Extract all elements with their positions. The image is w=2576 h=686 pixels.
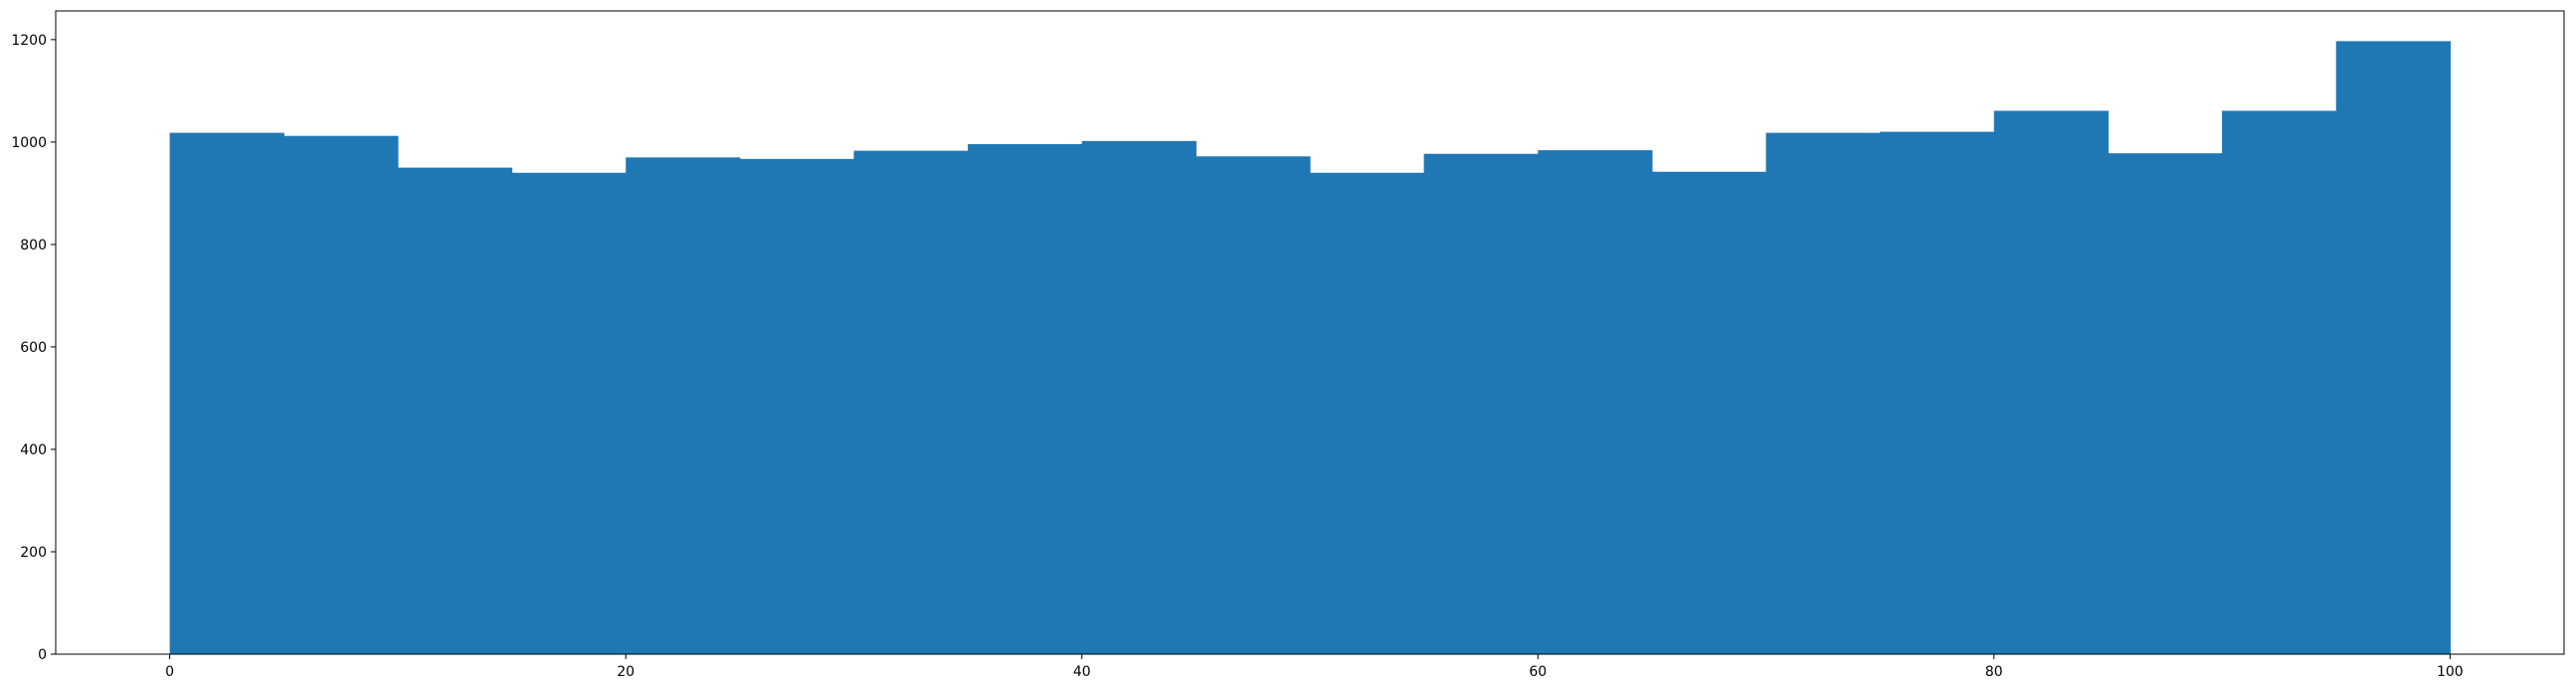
x-tick-label: 60 (1529, 664, 1547, 680)
x-tick-label: 100 (2437, 664, 2464, 680)
y-tick-label: 1000 (11, 135, 47, 151)
histogram-bar (739, 158, 855, 654)
y-tick-label: 800 (20, 238, 47, 254)
x-tick-label: 40 (1073, 664, 1091, 680)
histogram-bar (626, 157, 741, 655)
histogram-bar (169, 132, 284, 654)
histogram-bar (1765, 132, 1881, 654)
histogram-bar (1651, 171, 1767, 654)
x-tick-label: 20 (617, 664, 635, 680)
bars-layer (169, 41, 2451, 655)
histogram-bar (2335, 41, 2451, 654)
histogram-bar (1538, 150, 1653, 654)
histogram-bar (1880, 131, 1995, 654)
histogram-bar (2108, 153, 2223, 654)
y-tick-label: 400 (20, 442, 47, 458)
plot-frame (55, 10, 2565, 655)
histogram-bar (1196, 156, 1311, 654)
histogram-bar (968, 143, 1083, 655)
y-tick-label: 200 (20, 545, 47, 561)
x-tick-label: 80 (1985, 664, 2003, 680)
histogram-bar (1423, 153, 1539, 655)
y-tick-label: 0 (38, 647, 47, 663)
histogram-bar (1310, 172, 1425, 654)
histogram-bar (2222, 110, 2337, 655)
histogram-bar (1081, 140, 1196, 655)
histogram-bar (283, 135, 399, 654)
histogram-bar (853, 150, 969, 655)
x-tick-label: 0 (165, 664, 174, 680)
histogram-bar (1993, 110, 2110, 655)
histogram-bar (511, 172, 627, 654)
y-tick-label: 600 (20, 340, 47, 356)
histogram-bar (397, 167, 513, 655)
y-tick-label: 1200 (11, 33, 47, 49)
